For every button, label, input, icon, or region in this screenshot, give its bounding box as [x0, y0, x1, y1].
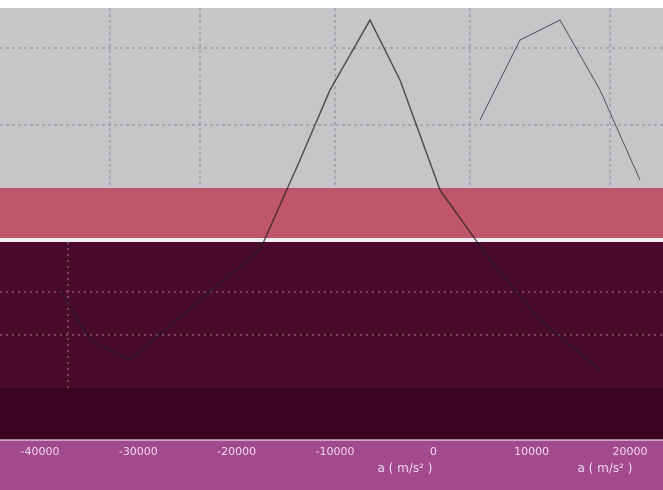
x-tick-label: 0 — [430, 445, 437, 458]
x-tick-label: -20000 — [217, 445, 256, 458]
red-band — [0, 188, 663, 238]
gray-band — [0, 8, 663, 188]
axis-title: a ( m/s² ) — [578, 461, 633, 475]
maroon-band — [0, 242, 663, 388]
screenshot: -40000 -30000 -20000 -10000 0 10000 20000 a ( … — [0, 0, 663, 490]
x-tick-label: -40000 — [21, 445, 60, 458]
x-tick-label: -10000 — [316, 445, 355, 458]
top-margin — [0, 0, 663, 8]
glitched-chart: -40000 -30000 -20000 -10000 0 10000 20000 a ( … — [0, 0, 663, 490]
white-stripe — [0, 238, 663, 242]
x-tick-label: 10000 — [514, 445, 549, 458]
axis-title: a ( m/s² ) — [378, 461, 433, 475]
dark-band — [0, 388, 663, 440]
x-tick-label: -30000 — [119, 445, 158, 458]
x-tick-label: 20000 — [613, 445, 648, 458]
